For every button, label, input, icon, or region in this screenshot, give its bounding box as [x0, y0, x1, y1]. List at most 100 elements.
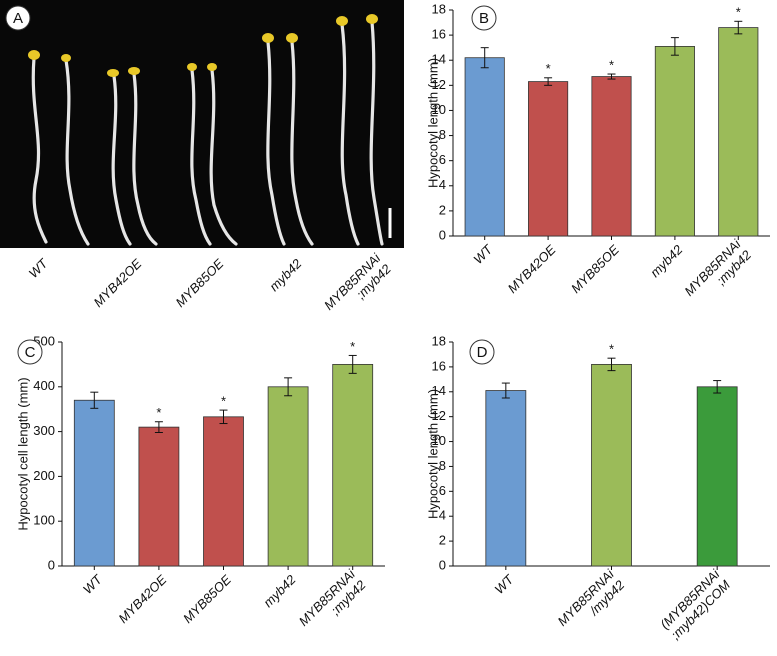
bar: [696, 386, 738, 567]
x-tick-label: WT: [26, 255, 52, 281]
x-tick-label: MYB85OE: [180, 572, 234, 626]
seedling: [64, 58, 90, 246]
y-tick-label: 4: [439, 177, 446, 192]
seedling: [190, 68, 212, 246]
y-tick-label: 12: [432, 408, 446, 423]
y-tick-label: 16: [432, 27, 446, 42]
error-bar: [544, 77, 553, 86]
y-tick-label: 4: [439, 508, 446, 523]
y-tick-label: 2: [439, 533, 446, 548]
significance-mark: *: [350, 339, 355, 354]
x-tick-label: myb42: [266, 255, 305, 294]
x-tick-label: MYB42OE: [91, 256, 145, 310]
error-bar: [284, 377, 293, 397]
error-bar: [670, 37, 679, 56]
seedling: [132, 72, 158, 246]
cotyledon: [366, 14, 378, 24]
y-tick-label: 6: [439, 483, 446, 498]
y-tick-label: 14: [432, 383, 446, 398]
y-tick-label: 6: [439, 152, 446, 167]
error-bar: [713, 380, 722, 394]
panel-letter: A: [13, 10, 23, 27]
error-bar: [219, 409, 228, 425]
bar: [718, 27, 759, 237]
y-axis-label: Hypocotyl length (mm): [425, 389, 440, 519]
y-tick-label: 100: [33, 513, 55, 528]
cotyledon: [128, 67, 140, 75]
bar: [654, 46, 695, 237]
bar: [591, 363, 632, 567]
y-tick-label: 18: [432, 1, 446, 16]
seedling: [209, 68, 238, 246]
significance-mark: *: [609, 57, 614, 72]
error-bar: [154, 421, 163, 433]
bar: [464, 57, 505, 237]
y-tick-label: 0: [48, 557, 55, 572]
seedling: [290, 40, 314, 246]
y-tick-label: 16: [432, 358, 446, 373]
cotyledon: [336, 16, 348, 26]
y-tick-label: 10: [432, 433, 446, 448]
panel-a-photo: A: [0, 0, 404, 248]
x-tick-label: MYB42OE: [115, 572, 169, 626]
y-tick-label: 400: [33, 378, 55, 393]
error-bar: [501, 382, 510, 399]
bar: [591, 76, 632, 237]
cotyledon: [262, 33, 274, 43]
y-tick-label: 200: [33, 468, 55, 483]
x-tick-label: WT: [80, 571, 106, 597]
bar: [267, 386, 309, 567]
y-tick-label: 12: [432, 77, 446, 92]
significance-mark: *: [546, 61, 551, 76]
y-tick-label: 18: [432, 333, 446, 348]
panel-letter: D: [477, 344, 488, 361]
x-tick-label: MYB85OE: [173, 256, 227, 310]
panel-letter-badge: [469, 339, 495, 365]
x-tick-label: MYB85OE: [568, 242, 622, 296]
y-tick-label: 0: [439, 227, 446, 242]
cotyledon: [28, 50, 40, 60]
y-tick-label: 10: [432, 102, 446, 117]
significance-mark: *: [736, 5, 741, 20]
error-bar: [607, 357, 616, 372]
significance-mark: *: [156, 405, 161, 420]
x-tick-label: myb42: [647, 241, 686, 280]
x-tick-label: myb42: [260, 571, 299, 610]
bar: [73, 399, 115, 567]
y-tick-label: 300: [33, 423, 55, 438]
seedling: [266, 40, 286, 246]
error-bar: [480, 47, 489, 69]
y-axis-label: Hypocotyl length (mm): [425, 58, 440, 188]
x-tick-label: WT: [491, 571, 517, 597]
bar: [485, 390, 527, 567]
y-tick-label: 14: [432, 52, 446, 67]
seedling: [31, 56, 48, 244]
error-bar: [607, 73, 616, 80]
seedling: [369, 20, 384, 246]
panel-letter-badge: [471, 5, 497, 31]
error-bar: [348, 354, 357, 374]
seedling: [340, 22, 360, 246]
significance-mark: *: [609, 342, 614, 357]
cotyledon: [61, 54, 71, 62]
error-bar: [90, 391, 99, 409]
error-bar: [734, 20, 743, 35]
panel-letter: B: [479, 10, 489, 27]
y-tick-label: 8: [439, 127, 446, 142]
y-tick-label: 8: [439, 458, 446, 473]
cotyledon: [187, 63, 197, 71]
cotyledon: [107, 69, 119, 77]
bar: [528, 81, 569, 237]
bar: [203, 416, 244, 567]
cotyledon: [207, 63, 217, 71]
significance-mark: *: [221, 394, 226, 409]
panel-letter: C: [25, 344, 36, 361]
x-tick-label: MYB42OE: [505, 242, 559, 296]
seedling: [111, 74, 132, 246]
panel-letter-badge: [5, 5, 31, 31]
y-axis-label: Hypocotyl cell length (mm): [15, 377, 30, 530]
y-tick-label: 0: [439, 557, 446, 572]
panel-letter-badge: [17, 339, 43, 365]
bar: [138, 426, 180, 567]
